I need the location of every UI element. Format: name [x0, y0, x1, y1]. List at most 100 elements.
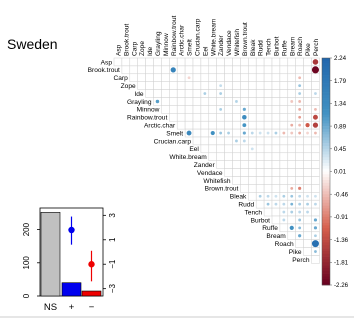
row-label: Pike: [289, 249, 302, 256]
colorbar-segment: [322, 279, 330, 283]
heatmap-grid-cell: [287, 81, 296, 90]
column-label: Pike: [305, 43, 312, 56]
heatmap-grid-cell: [248, 73, 257, 82]
colorbar-segment: [322, 83, 330, 87]
row-label: White.bream: [169, 154, 207, 161]
colorbar-legend: 2.24 1.79 1.34 0.89 0.45 0.01 -0.46 -0.91 -1.36 -…: [321, 55, 349, 289]
heatmap-grid-cell: [271, 57, 281, 67]
heatmap-grid-cell: [303, 152, 312, 161]
colorbar-segment: [322, 267, 330, 272]
heatmap-grid-cell: [216, 97, 225, 106]
heatmap-grid-cell: [255, 168, 265, 177]
heatmap-grid-cell: [232, 81, 241, 90]
heatmap-cell: [290, 210, 294, 214]
colorbar-tick-label: -2.26: [334, 282, 349, 289]
heatmap-grid-cell: [176, 57, 186, 67]
heatmap-cell: [314, 202, 317, 206]
column-label: Ide: [147, 47, 154, 56]
colorbar-segment: [322, 86, 330, 90]
heatmap-grid-cell: [248, 160, 257, 169]
heatmap-grid-cell: [279, 57, 289, 67]
heatmap-grid-cell: [240, 144, 249, 154]
heatmap-grid-cell: [263, 120, 273, 130]
heatmap-grid-cell: [271, 81, 281, 90]
heatmap-grid-cell: [192, 97, 202, 106]
heatmap-grid-cell: [248, 105, 257, 114]
colorbar-segment: [322, 148, 330, 152]
heatmap-grid-cell: [200, 57, 210, 67]
heatmap-cell: [306, 131, 309, 135]
heatmap-grid-cell: [153, 65, 162, 75]
row-label: Tench: [244, 209, 262, 216]
colorbar-segment: [322, 162, 330, 167]
heatmap-grid-cell: [145, 57, 154, 67]
column-label: Rudd: [258, 40, 265, 56]
colorbar-segment: [322, 75, 330, 79]
row-label: Asp: [101, 59, 113, 66]
colorbar-segment: [322, 236, 330, 240]
colorbar-segment: [322, 194, 330, 198]
colorbar-segment: [322, 270, 330, 274]
heatmap-grid-cell: [255, 65, 265, 75]
heatmap-grid-cell: [279, 176, 289, 185]
heatmap-grid-cell: [303, 176, 312, 185]
colorbar-segment: [322, 131, 330, 135]
heatmap-grid-cell: [169, 113, 178, 122]
heatmap-grid-cell: [271, 184, 281, 193]
colorbar-segment: [322, 63, 330, 67]
heatmap-grid-cell: [303, 105, 312, 114]
colorbar-segment: [322, 188, 330, 192]
heatmap-grid-cell: [216, 113, 225, 122]
heatmap-grid-cell: [263, 89, 273, 98]
colorbar-segment: [322, 259, 330, 263]
heatmap-grid-cell: [224, 89, 233, 98]
heatmap-grid-cell: [271, 160, 281, 169]
heatmap-grid-cell: [224, 160, 233, 169]
heatmap-cell: [282, 194, 286, 198]
heatmap-cell: [290, 123, 294, 127]
heatmap-cell: [298, 76, 302, 80]
heatmap-grid-cell: [279, 184, 289, 193]
bar: [81, 290, 102, 297]
heatmap-grid-cell: [279, 105, 289, 114]
heatmap-grid-cell: [255, 152, 265, 161]
heatmap-grid-cell: [287, 105, 296, 114]
heatmap-grid-cell: [232, 65, 241, 75]
colorbar-segment: [322, 171, 330, 175]
heatmap-cell: [298, 210, 302, 214]
heatmap-grid-cell: [216, 120, 225, 130]
colorbar-tick-label: 0.45: [334, 146, 347, 153]
heatmap-grid-cell: [200, 97, 210, 106]
heatmap-cell: [203, 92, 207, 95]
heatmap-grid-cell: [200, 144, 210, 154]
heatmap-grid-cell: [255, 73, 265, 82]
heatmap-cell: [314, 131, 317, 135]
colorbar-segment: [322, 165, 330, 169]
heatmap-grid-cell: [224, 136, 233, 146]
heatmap-grid-cell: [295, 152, 304, 161]
row-label: Arctic.char: [144, 122, 176, 129]
column-label: Brown.trout: [242, 22, 249, 56]
heatmap-grid-cell: [263, 168, 273, 177]
column-label: Eel: [202, 46, 209, 56]
heatmap-grid-cell: [145, 81, 154, 90]
colorbar-tick-label: 0.01: [334, 169, 347, 176]
heatmap-grid-cell: [224, 152, 233, 161]
colorbar-segment: [322, 233, 330, 238]
heatmap-grid-cell: [271, 73, 281, 82]
heatmap-grid-cell: [271, 120, 281, 130]
colorbar-segment: [322, 182, 330, 186]
heatmap-grid-cell: [208, 144, 217, 154]
heatmap-grid-cell: [232, 57, 241, 67]
colorbar-segment: [322, 208, 330, 212]
colorbar-segment: [322, 262, 330, 266]
colorbar-segment: [322, 202, 330, 206]
heatmap-grid-cell: [263, 184, 273, 193]
colorbar-tick-label: -1.36: [334, 237, 349, 244]
heatmap-cell: [282, 218, 286, 222]
heatmap-grid-cell: [184, 81, 194, 90]
heatmap-grid-cell: [279, 223, 289, 233]
heatmap-cell: [312, 122, 319, 128]
heatmap-grid-cell: [176, 73, 186, 82]
